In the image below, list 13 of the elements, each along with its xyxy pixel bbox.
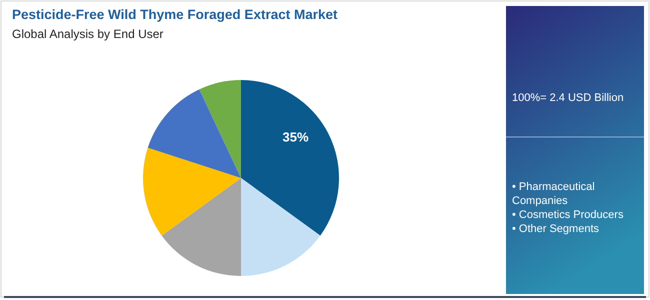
chart-subtitle: Global Analysis by End User <box>12 27 164 41</box>
text: • Other Segments <box>512 223 600 235</box>
data-label: 35% <box>282 130 310 145</box>
pie-slice <box>148 89 241 178</box>
pie-slice <box>241 178 320 276</box>
pie-slice <box>199 80 241 178</box>
pie-slice <box>143 148 241 236</box>
text: • Pharmaceutical Companies <box>512 181 595 207</box>
text: 100%= 2.4 USD Billion <box>512 92 624 104</box>
pie-slice <box>162 178 241 276</box>
text: • Cosmetics Producers <box>512 209 624 221</box>
chart-title: Pesticide-Free Wild Thyme Foraged Extract Market <box>12 7 338 22</box>
pie-slice <box>241 80 339 236</box>
